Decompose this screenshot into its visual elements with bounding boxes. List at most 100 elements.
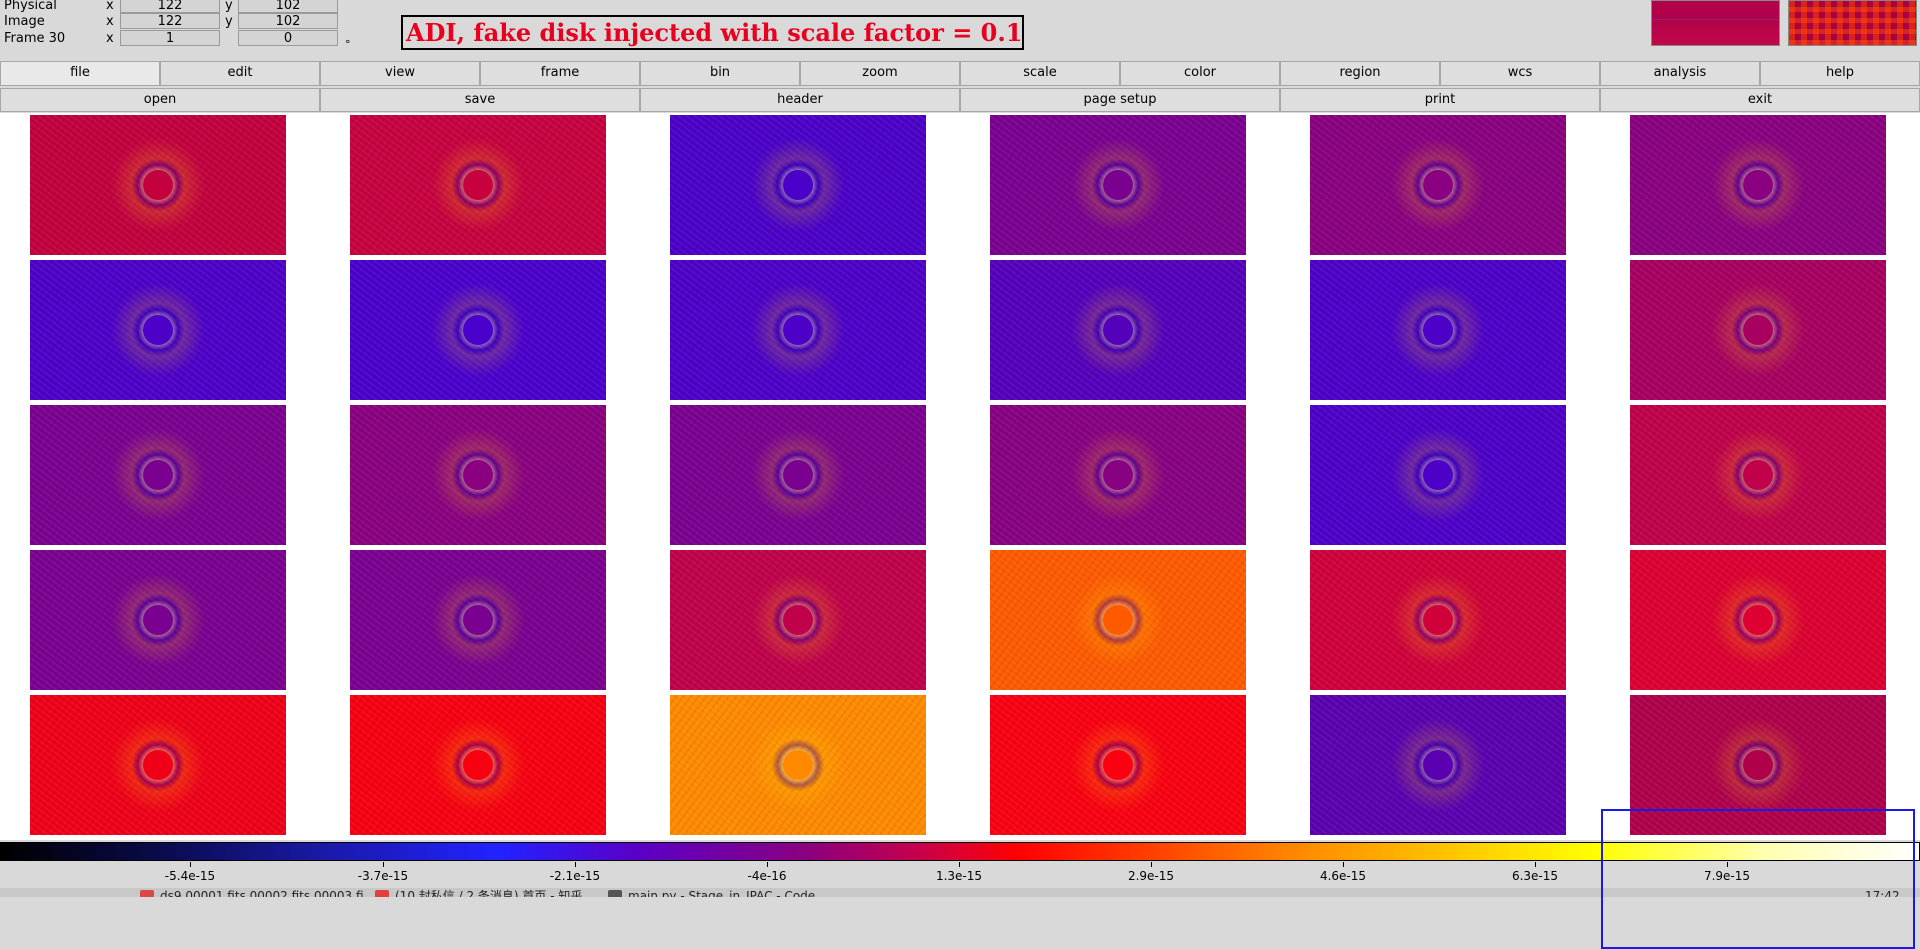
frame-tile[interactable] [1630, 260, 1886, 400]
taskbar-item[interactable]: ds9 00001.fits 00002.fits 00003.fi... [160, 889, 375, 897]
taskbar-app-icon [140, 890, 154, 897]
y-value-field[interactable]: 102 [238, 0, 338, 13]
frame-tile[interactable] [1310, 695, 1566, 835]
taskbar-item[interactable]: (10 封私信 / 2 条消息) 首页 - 知乎 [395, 889, 583, 897]
frame-tile[interactable] [1310, 550, 1566, 690]
x-value-field[interactable]: 122 [120, 0, 220, 13]
frame-tile[interactable] [30, 260, 286, 400]
menu-analysis[interactable]: analysis [1600, 61, 1760, 86]
colorbar-tick-mark [1535, 862, 1536, 867]
menu-help[interactable]: help [1760, 61, 1920, 86]
coronagraph-mask [143, 750, 173, 780]
coronagraph-mask [1743, 750, 1773, 780]
menu-bar: file edit view frame bin zoom scale color region… [0, 61, 1920, 86]
frame-tile[interactable] [350, 115, 606, 255]
coronagraph-mask [1103, 460, 1133, 490]
frame-tile[interactable] [990, 405, 1246, 545]
frame-tile[interactable] [30, 405, 286, 545]
colorbar-tick-mark [1343, 862, 1344, 867]
menu-frame[interactable]: frame [480, 61, 640, 86]
coronagraph-mask [463, 170, 493, 200]
frame-tile[interactable] [1630, 550, 1886, 690]
y-value-field[interactable]: 0 [238, 30, 338, 46]
frame-tile[interactable] [670, 260, 926, 400]
taskbar-item[interactable]: main.py - Stage_in_IPAC - Code [628, 889, 816, 897]
coronagraph-mask [1103, 750, 1133, 780]
frame-tile[interactable] [990, 260, 1246, 400]
coronagraph-mask [1423, 170, 1453, 200]
coronagraph-mask [143, 315, 173, 345]
print-button[interactable]: print [1280, 88, 1600, 112]
menu-bin[interactable]: bin [640, 61, 800, 86]
frame-tile[interactable] [670, 405, 926, 545]
colorbar-tick-label: 4.6e-15 [1319, 869, 1367, 883]
coronagraph-mask [463, 315, 493, 345]
coronagraph-mask [783, 750, 813, 780]
colorbar-tick-mark [767, 862, 768, 867]
frame-tile[interactable] [990, 695, 1246, 835]
coronagraph-mask [463, 460, 493, 490]
frame-tile[interactable] [1310, 405, 1566, 545]
current-frame-highlight [1601, 809, 1915, 949]
y-value-field[interactable]: 102 [238, 13, 338, 29]
frame-tile[interactable] [350, 260, 606, 400]
frame-tile[interactable] [1630, 405, 1886, 545]
coronagraph-mask [1423, 750, 1453, 780]
colorbar-tick-label: 6.3e-15 [1511, 869, 1559, 883]
frame-tile[interactable] [990, 550, 1246, 690]
menu-zoom[interactable]: zoom [800, 61, 960, 86]
coord-row-label: Image [4, 14, 45, 29]
coord-row-label: Frame 30 [4, 31, 66, 46]
open-button[interactable]: open [0, 88, 320, 112]
coronagraph-mask [1423, 605, 1453, 635]
colorbar-tick-label: 7.9e-15 [1703, 869, 1751, 883]
coronagraph-mask [783, 605, 813, 635]
frame-tile[interactable] [1310, 260, 1566, 400]
coronagraph-mask [1743, 315, 1773, 345]
x-axis-label: x [106, 14, 114, 29]
exit-button[interactable]: exit [1600, 88, 1920, 112]
coronagraph-mask [463, 605, 493, 635]
menu-color[interactable]: color [1120, 61, 1280, 86]
menu-edit[interactable]: edit [160, 61, 320, 86]
frame-tile[interactable] [1310, 115, 1566, 255]
x-value-field[interactable]: 122 [120, 13, 220, 29]
menu-file[interactable]: file [0, 61, 160, 86]
frame-tile[interactable] [1630, 115, 1886, 255]
taskbar-app-icon [608, 890, 622, 897]
frame-tile[interactable] [350, 695, 606, 835]
colorbar-tick-mark [190, 862, 191, 867]
menu-view[interactable]: view [320, 61, 480, 86]
menu-wcs[interactable]: wcs [1440, 61, 1600, 86]
x-axis-label: x [106, 31, 114, 46]
colorbar-tick-label: -3.7e-15 [357, 869, 409, 883]
magnifier-view [1788, 0, 1917, 46]
colorbar-tick-mark [1727, 862, 1728, 867]
frame-tile[interactable] [670, 550, 926, 690]
save-button[interactable]: save [320, 88, 640, 112]
taskbar-clock: 17:42 [1865, 889, 1900, 897]
menu-scale[interactable]: scale [960, 61, 1120, 86]
frame-tile[interactable] [670, 695, 926, 835]
coronagraph-mask [143, 460, 173, 490]
frame-tile[interactable] [30, 115, 286, 255]
menu-region[interactable]: region [1280, 61, 1440, 86]
colorbar-tick-label: -5.4e-15 [164, 869, 216, 883]
frame-tile[interactable] [350, 550, 606, 690]
header-button[interactable]: header [640, 88, 960, 112]
frame-tile[interactable] [990, 115, 1246, 255]
frame-tile[interactable] [30, 550, 286, 690]
frame-tile[interactable] [30, 695, 286, 835]
coronagraph-mask [1423, 315, 1453, 345]
x-value-field[interactable]: 1 [120, 30, 220, 46]
colorbar-tick-label: -4e-16 [747, 869, 787, 883]
frame-tile[interactable] [350, 405, 606, 545]
frame-tile-grid [0, 113, 1920, 949]
frame-tile[interactable] [1630, 695, 1886, 835]
page-setup-button[interactable]: page setup [960, 88, 1280, 112]
colorbar-tick-mark [383, 862, 384, 867]
info-panel: Physical x 122 y 102 Image x 122 y 102 Frame 30 x 1 0… [0, 0, 1920, 58]
frame-tile[interactable] [670, 115, 926, 255]
coronagraph-mask [143, 170, 173, 200]
panner-view[interactable] [1651, 0, 1780, 46]
